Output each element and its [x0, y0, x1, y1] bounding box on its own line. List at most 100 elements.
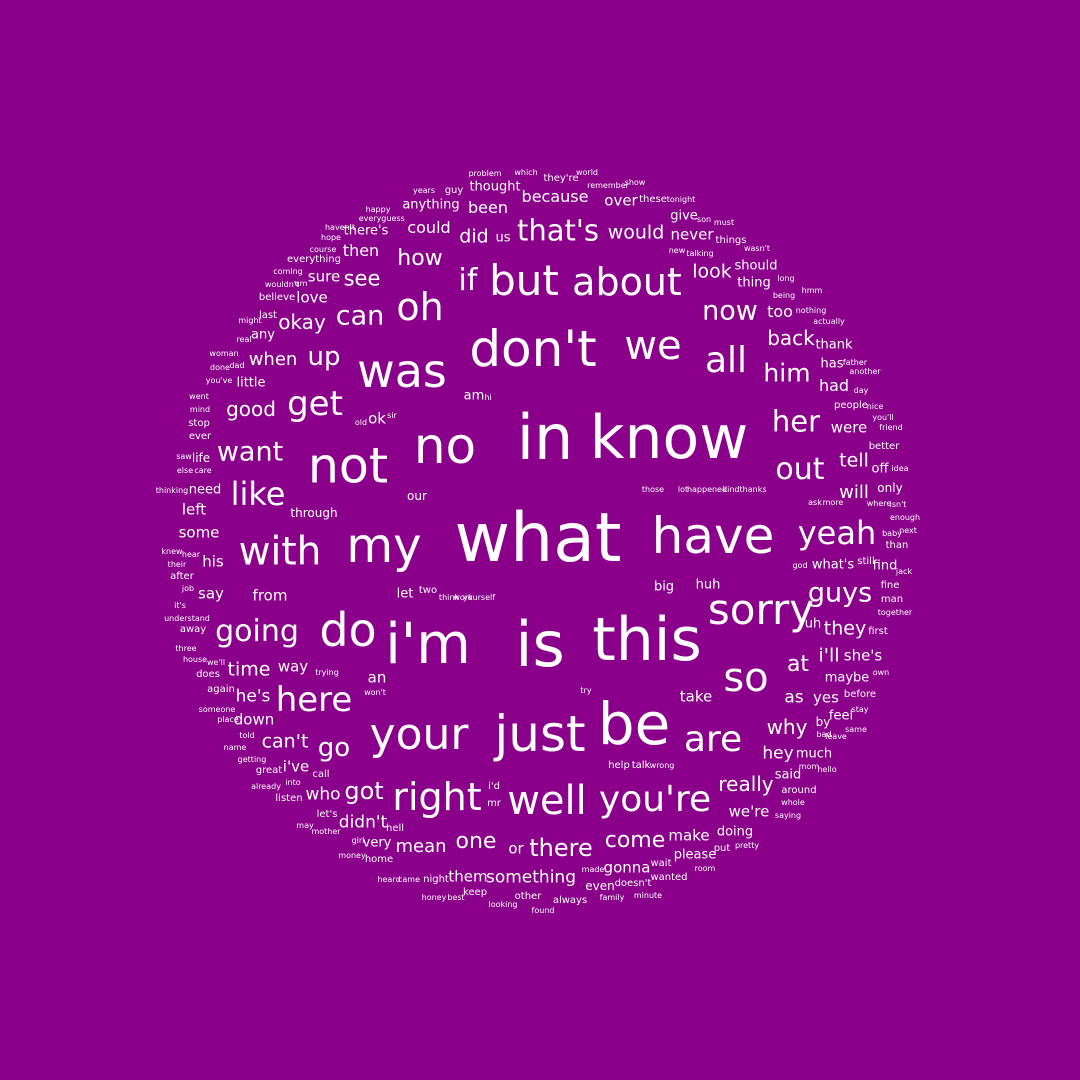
cloud-word: never	[670, 225, 714, 244]
cloud-word: night	[423, 874, 449, 885]
cloud-word: are	[683, 719, 743, 760]
cloud-word: let	[396, 586, 414, 602]
cloud-word: first	[868, 626, 888, 637]
cloud-word: any	[251, 327, 275, 343]
cloud-word: only	[877, 481, 903, 495]
cloud-word: don't	[469, 320, 597, 378]
cloud-word: care	[194, 466, 212, 475]
cloud-word: then	[342, 241, 380, 260]
cloud-word: back	[767, 326, 815, 350]
cloud-word: haven't	[324, 223, 356, 232]
cloud-word: this	[592, 605, 702, 675]
cloud-word: out	[775, 452, 825, 487]
cloud-word: i've	[282, 757, 310, 776]
cloud-word: place	[217, 715, 239, 724]
cloud-word: oh	[396, 285, 444, 329]
cloud-word: do	[319, 603, 377, 657]
cloud-word: up	[307, 342, 341, 372]
cloud-word: him	[763, 358, 811, 388]
cloud-word: anything	[402, 197, 460, 213]
cloud-word: get	[287, 384, 343, 424]
cloud-word: not	[307, 437, 389, 495]
cloud-word: feel	[828, 708, 854, 724]
cloud-word: but	[489, 256, 559, 305]
cloud-word: woman	[209, 349, 239, 358]
cloud-word: two	[418, 585, 438, 596]
cloud-word: better	[868, 441, 900, 452]
cloud-word: everything	[287, 254, 341, 265]
cloud-word: three	[175, 644, 197, 653]
cloud-word: work	[453, 593, 473, 602]
cloud-word: our	[407, 489, 427, 503]
cloud-word: when	[248, 349, 298, 370]
cloud-word: see	[343, 266, 381, 291]
cloud-word: life	[191, 451, 211, 465]
cloud-word: dad	[229, 361, 245, 370]
cloud-word: yes	[813, 688, 839, 707]
cloud-word: you're	[598, 779, 712, 820]
cloud-word: they're	[543, 173, 579, 184]
cloud-word: house	[182, 655, 208, 664]
cloud-word: nothing	[795, 306, 827, 315]
cloud-word: we	[624, 323, 682, 369]
cloud-word: mother	[311, 827, 341, 836]
cloud-word: thanks	[739, 485, 767, 494]
cloud-word: my	[346, 518, 422, 574]
cloud-word: son	[696, 215, 712, 224]
cloud-word: what	[454, 499, 622, 578]
cloud-word: like	[230, 475, 286, 513]
cloud-word: actually	[813, 317, 845, 326]
cloud-word: than	[885, 540, 909, 551]
cloud-word: saw	[176, 452, 192, 461]
cloud-word: right	[392, 775, 482, 819]
cloud-word: believe	[258, 292, 296, 303]
cloud-word: same	[845, 725, 867, 734]
cloud-word: said	[774, 767, 802, 783]
cloud-word: name	[223, 743, 247, 752]
cloud-word: you've	[205, 376, 233, 385]
cloud-word: he's	[235, 686, 271, 707]
cloud-word: father	[842, 358, 868, 367]
cloud-word: still	[857, 556, 875, 567]
cloud-word: yourself	[462, 593, 496, 602]
cloud-word: tell	[839, 449, 869, 472]
cloud-word: were	[830, 418, 868, 437]
cloud-word: every	[358, 214, 382, 223]
cloud-word: money	[338, 851, 366, 860]
cloud-word: knew	[161, 547, 183, 556]
cloud-word: thinking	[155, 486, 189, 495]
cloud-word: wait	[650, 858, 672, 869]
cloud-word: ask	[808, 498, 822, 507]
cloud-word: mind	[189, 405, 211, 414]
cloud-word: away	[179, 624, 207, 635]
cloud-word: after	[170, 571, 194, 582]
cloud-word: will	[839, 482, 869, 503]
cloud-word: these	[639, 194, 667, 205]
cloud-word: from	[252, 586, 288, 605]
cloud-word: world	[575, 168, 599, 177]
cloud-word: uh	[804, 616, 822, 632]
cloud-word: come	[604, 828, 666, 853]
cloud-word: hello	[817, 765, 837, 774]
cloud-word: stay	[851, 705, 869, 714]
cloud-word: minute	[633, 891, 663, 900]
cloud-word: i'd	[488, 781, 500, 792]
cloud-word: before	[843, 689, 877, 700]
cloud-word: them	[448, 867, 488, 886]
cloud-word: go	[317, 733, 351, 763]
cloud-word: because	[521, 187, 589, 206]
cloud-word: help	[608, 760, 630, 771]
cloud-word: she's	[843, 646, 883, 665]
cloud-word: around	[781, 785, 817, 796]
cloud-word: know	[589, 403, 749, 473]
cloud-word: much	[795, 746, 833, 762]
cloud-word: been	[468, 198, 508, 217]
cloud-word: put	[713, 843, 731, 854]
cloud-word: they	[823, 617, 867, 640]
cloud-word: must	[713, 218, 735, 227]
cloud-word: best	[447, 893, 465, 902]
cloud-word: some	[178, 523, 220, 542]
cloud-word: enough	[889, 513, 921, 522]
cloud-word: i'm	[385, 612, 471, 677]
cloud-word: pretty	[734, 841, 760, 850]
